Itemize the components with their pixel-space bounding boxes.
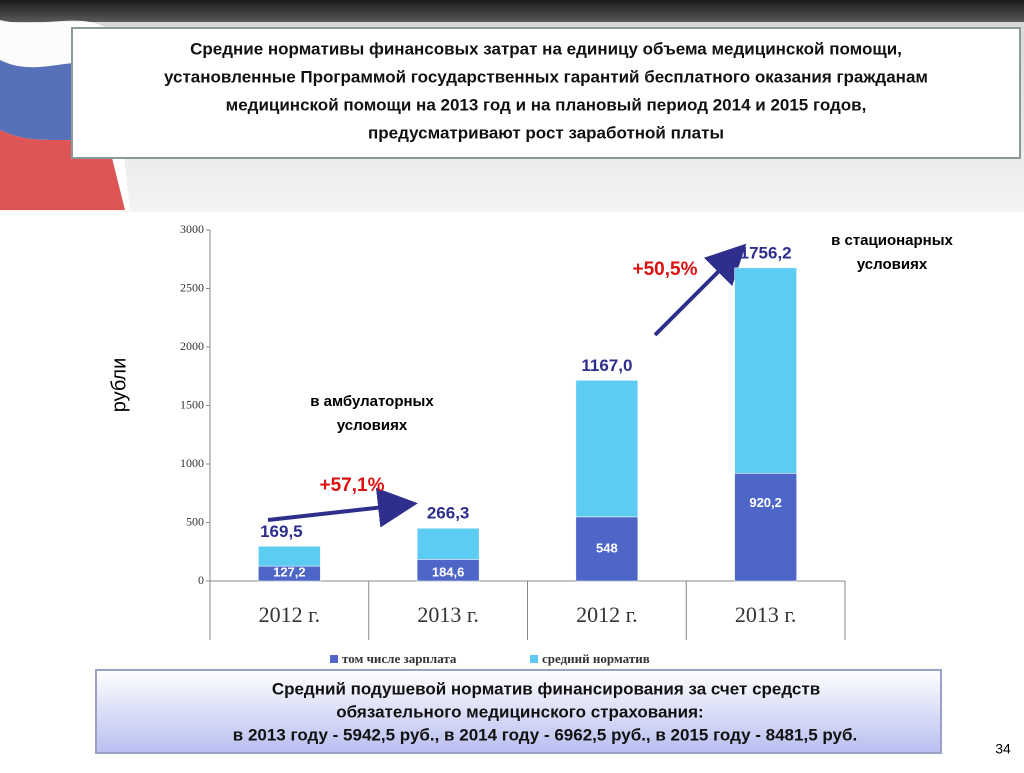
y-tick-label: 1000 (180, 456, 204, 470)
footer-line: обязательного медицинского страхования: (336, 702, 703, 721)
bar-segment (734, 473, 797, 582)
annotation: в стационарных (831, 232, 953, 249)
title-line: Средние нормативы финансовых затрат на е… (190, 39, 902, 58)
value-label: 184,6 (432, 564, 465, 579)
footer-box (95, 669, 942, 754)
annotation: в амбулаторных (310, 393, 434, 410)
bar-segment (416, 527, 480, 560)
title-line: медицинской помощи на 2013 год и на план… (226, 95, 867, 114)
title-box (71, 27, 1021, 159)
value-label: 266,3 (427, 504, 470, 523)
value-label: 548 (596, 540, 618, 555)
y-tick-label: 0 (198, 573, 204, 587)
arrow (653, 243, 747, 337)
y-tick-label: 2500 (180, 280, 204, 294)
y-tick-label: 1500 (180, 397, 204, 411)
footer-line: Средний подушевой норматив финансировани… (272, 679, 820, 698)
annotation: условиях (337, 417, 408, 434)
growth-label: +57,1% (320, 475, 385, 496)
legend-swatch (530, 655, 538, 663)
bar-segment (258, 546, 321, 567)
header-bar (0, 0, 1024, 22)
value-label: 127,2 (273, 564, 306, 579)
x-tick-label: 2012 г. (259, 602, 321, 627)
page-number: 34 (995, 741, 1011, 757)
value-label: 169,5 (260, 522, 303, 541)
title-line: предусматривают рост заработной платы (368, 123, 724, 142)
x-tick-label: 2012 г. (576, 602, 638, 627)
legend-label: том числе зарплата (342, 651, 457, 666)
x-tick-label: 2013 г. (735, 602, 797, 627)
legend-label: средний норматив (542, 651, 650, 666)
y-tick-label: 500 (186, 514, 204, 528)
annotation: условиях (857, 256, 928, 273)
y-tick-label: 3000 (180, 222, 204, 236)
value-label: 920,2 (749, 495, 782, 510)
y-tick-label: 2000 (180, 339, 204, 353)
bar-segment (575, 516, 639, 582)
title-line: установленные Программой государственных… (164, 67, 928, 86)
bar-segment (734, 267, 797, 474)
footer-line: в 2013 году - 5942,5 руб., в 2014 году -… (233, 725, 857, 744)
value-label: 1167,0 (581, 356, 632, 375)
bar-segment (575, 380, 639, 518)
value-label: 1756,2 (740, 243, 792, 262)
y-axis-label: рубли (108, 358, 130, 413)
arrow (267, 487, 418, 528)
growth-label: +50,5% (633, 259, 698, 280)
x-tick-label: 2013 г. (417, 602, 479, 627)
legend-swatch (330, 655, 338, 663)
